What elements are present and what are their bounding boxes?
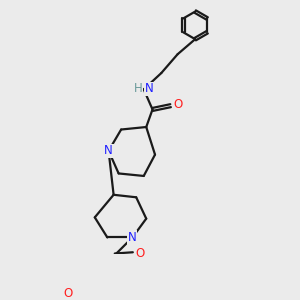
Text: O: O [173,98,182,111]
Text: N: N [145,82,154,95]
Text: O: O [135,247,145,260]
Text: O: O [64,287,73,300]
Text: H: H [134,82,142,95]
Text: N: N [104,144,113,158]
Text: N: N [128,231,137,244]
